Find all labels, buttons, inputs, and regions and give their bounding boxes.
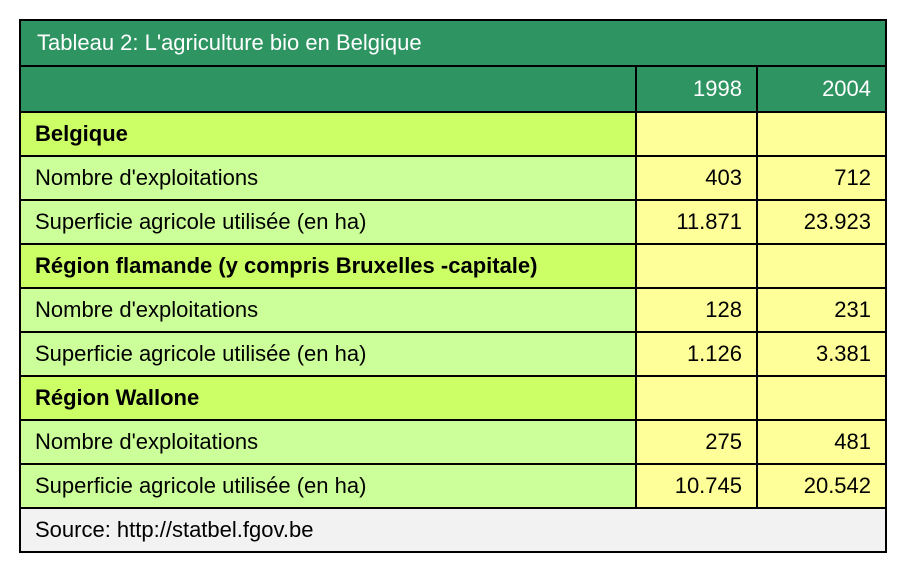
value-1998: 11.871	[635, 199, 758, 245]
section-row: Belgique	[19, 111, 888, 157]
value-1998: 275	[635, 419, 758, 465]
table-row: Superficie agricole utilisée (en ha) 1.1…	[19, 331, 888, 377]
value-2004: 3.381	[755, 331, 888, 377]
value-1998: 403	[635, 155, 758, 201]
table-row: Nombre d'exploitations 403 712	[19, 155, 888, 201]
section-row: Région flamande (y compris Bruxelles -ca…	[19, 243, 888, 289]
header-year-2004: 2004	[755, 65, 888, 113]
section-row: Région Wallone	[19, 375, 888, 421]
table-title-row: Tableau 2: L'agriculture bio en Belgique	[18, 19, 888, 67]
section-empty-cell	[635, 375, 758, 421]
value-2004: 20.542	[755, 463, 888, 509]
value-2004: 481	[755, 419, 888, 465]
header-blank-cell	[19, 65, 637, 113]
value-2004: 23.923	[755, 199, 888, 245]
value-1998: 10.745	[635, 463, 758, 509]
row-label: Superficie agricole utilisée (en ha)	[19, 199, 637, 245]
table-row: Superficie agricole utilisée (en ha) 10.…	[19, 463, 888, 509]
table-header-row: 1998 2004	[19, 65, 888, 113]
table-title: Tableau 2: L'agriculture bio en Belgique	[18, 19, 888, 67]
data-table-container: Tableau 2: L'agriculture bio en Belgique…	[18, 19, 888, 553]
source-note: Source: http://statbel.fgov.be	[18, 507, 888, 553]
row-label: Superficie agricole utilisée (en ha)	[19, 463, 637, 509]
row-label: Nombre d'exploitations	[19, 419, 637, 465]
table-row: Superficie agricole utilisée (en ha) 11.…	[19, 199, 888, 245]
header-year-1998: 1998	[635, 65, 758, 113]
value-2004: 712	[755, 155, 888, 201]
value-1998: 1.126	[635, 331, 758, 377]
row-label: Nombre d'exploitations	[19, 155, 637, 201]
value-2004: 231	[755, 287, 888, 333]
row-label: Nombre d'exploitations	[19, 287, 637, 333]
table-row: Nombre d'exploitations 128 231	[19, 287, 888, 333]
source-row: Source: http://statbel.fgov.be	[18, 507, 888, 553]
section-empty-cell	[755, 111, 888, 157]
section-empty-cell	[635, 111, 758, 157]
section-empty-cell	[755, 375, 888, 421]
table-row: Nombre d'exploitations 275 481	[19, 419, 888, 465]
section-empty-cell	[635, 243, 758, 289]
section-title: Région Wallone	[19, 375, 637, 421]
value-1998: 128	[635, 287, 758, 333]
section-empty-cell	[755, 243, 888, 289]
agriculture-table: Tableau 2: L'agriculture bio en Belgique…	[18, 19, 888, 553]
section-title: Belgique	[19, 111, 637, 157]
section-title: Région flamande (y compris Bruxelles -ca…	[19, 243, 637, 289]
row-label: Superficie agricole utilisée (en ha)	[19, 331, 637, 377]
